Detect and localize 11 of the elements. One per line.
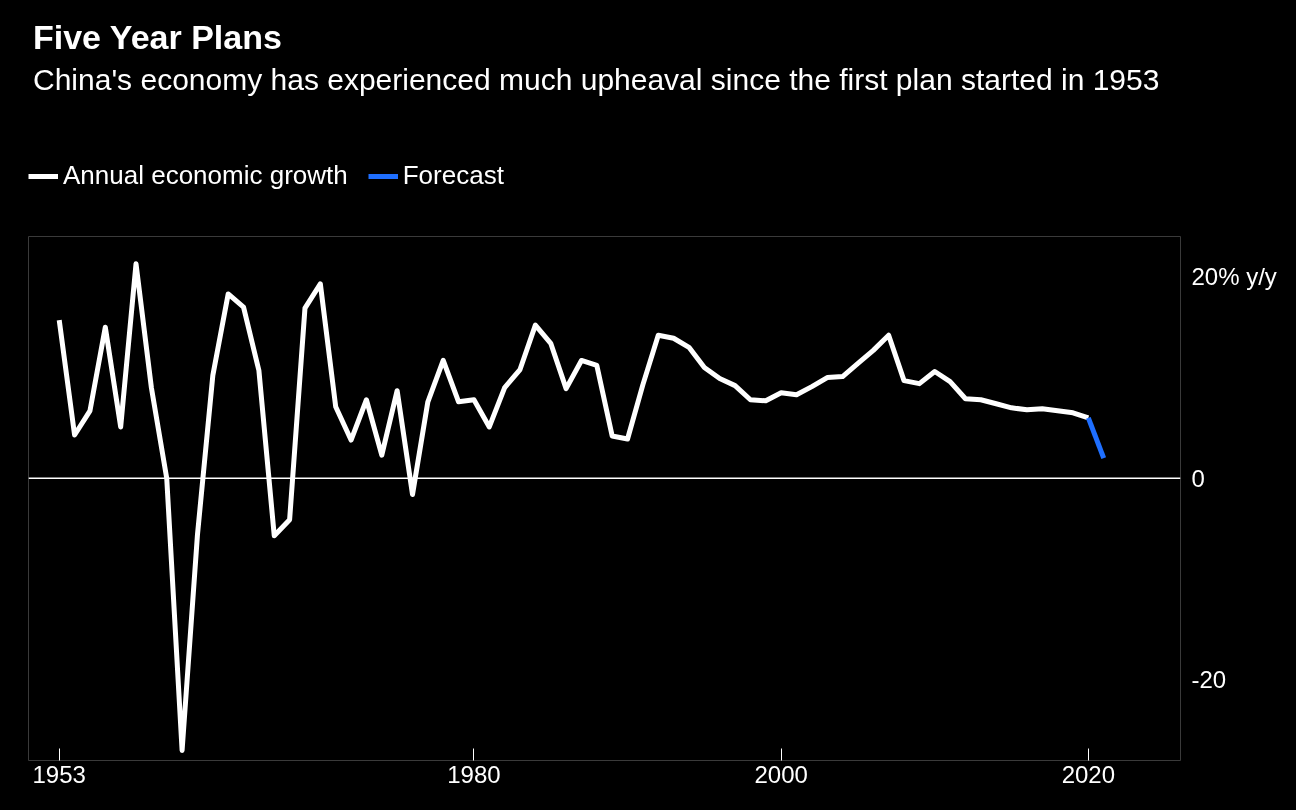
x-tick-label: 2000 — [754, 760, 808, 788]
x-tick-label: 2020 — [1061, 760, 1116, 788]
y-tick-label: -20 — [1191, 666, 1227, 694]
legend-label: Annual economic growth — [63, 160, 348, 191]
y-tick-label: 0 — [1191, 464, 1205, 492]
legend-label: Forecast — [402, 160, 504, 191]
y-tick-label: 20% y/y — [1191, 263, 1277, 291]
chart-subtitle: China's economy has experienced much upheaval since the first plan started in 1953 — [33, 61, 1161, 98]
chart-title: Five Year Plans — [33, 17, 283, 58]
x-tick-label: 1953 — [32, 760, 86, 788]
x-tick-label: 1980 — [447, 760, 501, 788]
